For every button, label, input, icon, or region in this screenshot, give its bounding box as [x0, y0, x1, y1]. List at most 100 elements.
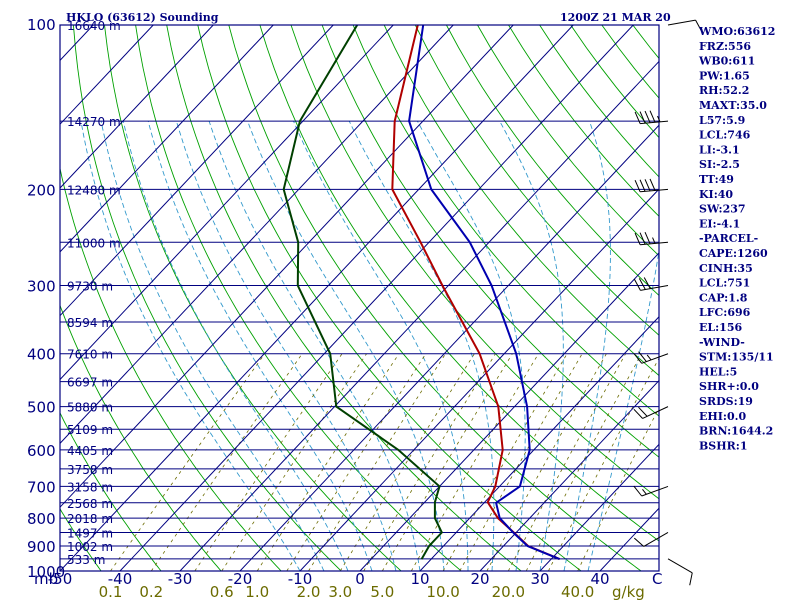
- height-label: 9730 m: [67, 280, 113, 294]
- pressure-tick-label: 700: [27, 478, 56, 496]
- plot-frame: [59, 24, 660, 572]
- wind-barb: [633, 351, 669, 364]
- height-label: 14270 m: [67, 115, 121, 129]
- index-value: TT:49: [699, 173, 734, 186]
- wind-barb: [634, 232, 669, 246]
- isotherm-line: [60, 25, 394, 381]
- isotherm-line: [60, 25, 574, 571]
- mixing-ratio-label: 2.0: [297, 583, 321, 600]
- mixing-ratio-unit-label: g/kg: [612, 583, 645, 600]
- mixing-ratio-label: 20.0: [492, 583, 525, 600]
- dry-adiabat: [166, 25, 522, 571]
- moist-adiabat: [417, 120, 526, 571]
- wind-barb: [633, 485, 669, 497]
- mixing-ratio-label: 40.0: [561, 583, 594, 600]
- mixing-ratio-label: 0.6: [210, 583, 234, 600]
- wind-barb: [633, 406, 669, 419]
- height-label: 12480 m: [67, 183, 121, 197]
- index-value: LI:-3.1: [699, 143, 740, 156]
- wind-barb-feather: [639, 232, 646, 245]
- isotherm-line: [60, 25, 454, 445]
- height-label: 11000 m: [67, 236, 121, 250]
- isotherm-line: [60, 25, 334, 317]
- wind-barb-feather: [634, 232, 641, 245]
- moist-adiabat: [122, 120, 349, 571]
- pressure-unit-label: mb: [34, 570, 58, 588]
- index-value: SW:237: [699, 203, 746, 216]
- moist-adiabat: [563, 120, 611, 571]
- wind-barb-feather: [644, 179, 651, 192]
- wind-barb-feather: [639, 179, 646, 192]
- wind-barb: [633, 277, 669, 291]
- temperature-tick-label: -10: [288, 570, 313, 588]
- wind-barb-staff: [641, 353, 669, 364]
- isotherm-line: [359, 252, 659, 571]
- isotherm-line: [479, 379, 659, 571]
- dry-adiabat: [135, 25, 462, 571]
- index-value: -WIND-: [699, 336, 745, 349]
- isotherm-line: [299, 188, 659, 571]
- moist-adiabat: [147, 120, 373, 571]
- wind-barb: [667, 558, 693, 586]
- index-value: WB0:611: [698, 55, 755, 68]
- temperature-tick-label: -30: [168, 570, 193, 588]
- index-value: CAP:1.8: [699, 291, 748, 304]
- dewpoint-curve: [282, 25, 443, 560]
- wind-barb-feather: [633, 537, 645, 547]
- moist-adiabat: [499, 120, 564, 571]
- pressure-tick-label: 300: [27, 278, 56, 296]
- wind-barb-half-feather: [657, 115, 661, 123]
- index-value: HEL:5: [699, 365, 737, 378]
- wind-barb-feather: [649, 178, 656, 191]
- temperature-tick-label: -20: [228, 570, 253, 588]
- wind-barb: [634, 178, 669, 193]
- moist-adiabat: [80, 121, 301, 571]
- isotherm-line: [119, 25, 634, 571]
- pressure-tick-label: 400: [27, 346, 56, 364]
- index-value: SHR+:0.0: [699, 380, 759, 393]
- wind-barb-staff: [643, 532, 669, 547]
- temperature-unit-label: C: [652, 570, 662, 588]
- pressure-tick-label: 500: [27, 399, 56, 417]
- height-label: 533 m: [67, 553, 105, 567]
- index-value: -PARCEL-: [699, 232, 758, 245]
- dry-adiabat: [290, 25, 659, 500]
- height-label: 2568 m: [67, 497, 113, 511]
- dry-adiabat: [788, 25, 800, 571]
- moist-adiabat: [247, 120, 445, 571]
- index-value: EI:-4.1: [699, 217, 740, 230]
- moist-adiabat: [348, 120, 495, 571]
- wind-barb-feather: [633, 485, 643, 497]
- wind-barb-staff: [641, 485, 669, 497]
- index-value: SRDS:19: [699, 395, 753, 408]
- index-value: RH:52.2: [699, 84, 749, 97]
- index-value: MAXT:35.0: [699, 99, 767, 112]
- mixing-ratio-label: 0.1: [99, 583, 123, 600]
- height-labels: 16640 m 14270 m 12480 m 11000 m 9730 m 8594 m…: [67, 19, 121, 567]
- wind-barb-feather: [633, 279, 641, 291]
- mixing-ratio-label: 1.0: [245, 583, 269, 600]
- wind-barb-feather: [644, 232, 651, 245]
- wind-barb-feather: [634, 111, 641, 124]
- moist-adiabat: [208, 120, 421, 571]
- pressure-tick-label: 1000: [27, 563, 65, 581]
- mixing-ratio-label: 3.0: [328, 583, 352, 600]
- height-label: 5109 m: [67, 423, 113, 437]
- temperature-tick-label: 0: [355, 570, 365, 588]
- temperature-curve: [391, 25, 560, 561]
- moist-adiabat: [100, 121, 325, 571]
- wind-barb-feather: [639, 111, 646, 124]
- dry-adiabat: [104, 25, 402, 571]
- height-label: 8594 m: [67, 316, 113, 330]
- chart-time: 1200Z 21 MAR 20: [560, 11, 671, 24]
- index-value: L57:5.9: [699, 114, 745, 127]
- isotherm-line: [419, 316, 659, 571]
- wind-barb: [634, 110, 669, 125]
- height-label: 1002 m: [67, 540, 113, 554]
- index-value: LCL:746: [699, 129, 751, 142]
- temperature-tick-label: -50: [48, 570, 73, 588]
- pressure-tick-label: 100: [27, 16, 56, 34]
